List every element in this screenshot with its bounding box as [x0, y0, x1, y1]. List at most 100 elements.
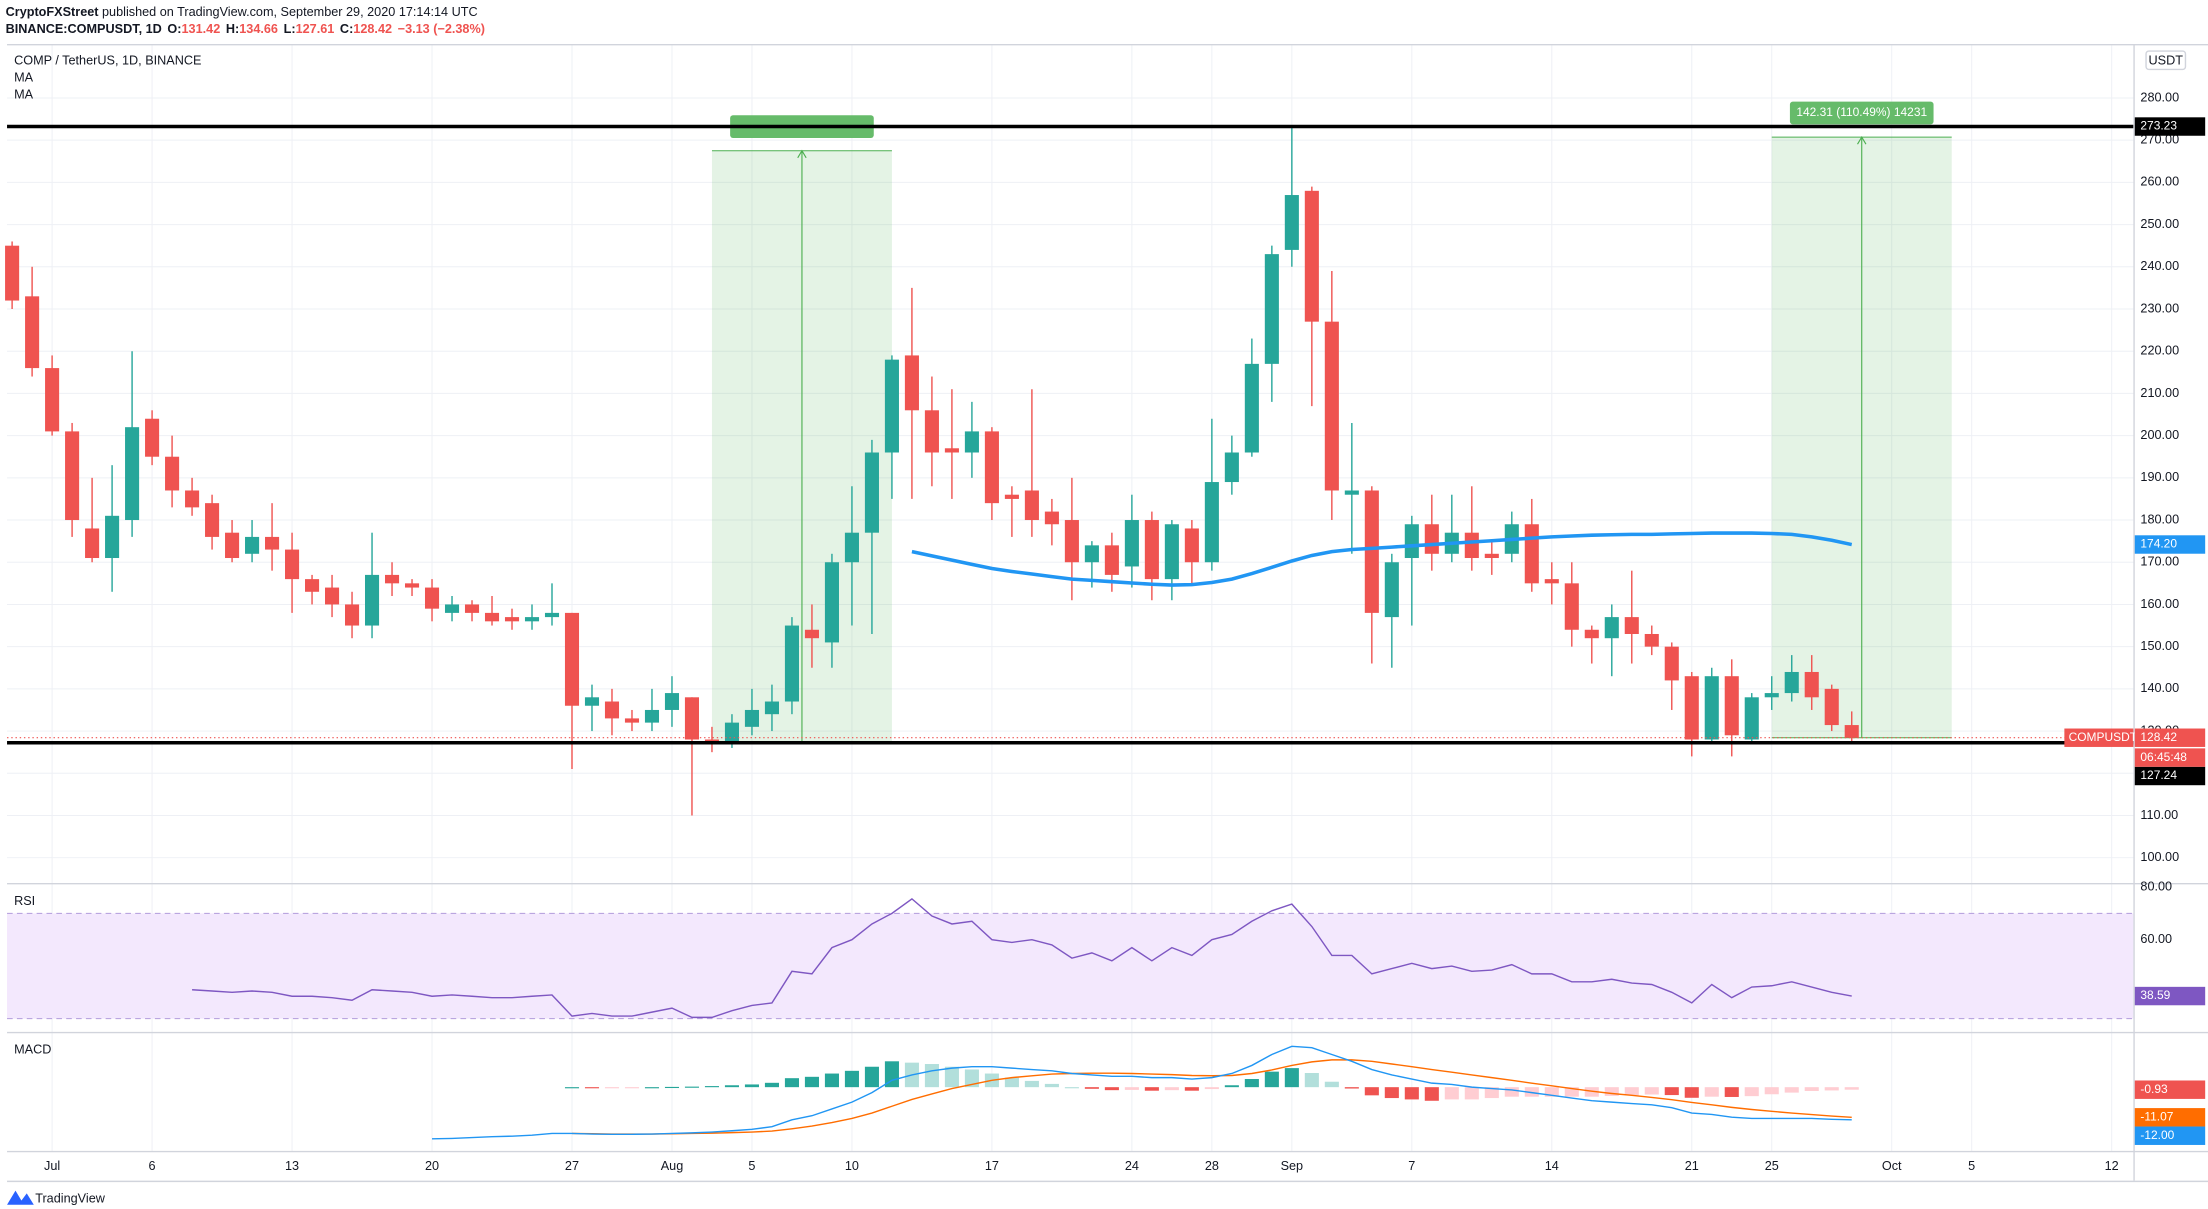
histogram-bar: [1744, 1087, 1759, 1097]
last-price-label-bg: [2134, 728, 2206, 747]
histogram-bar: [1624, 1087, 1639, 1096]
candle-body: [1084, 545, 1099, 563]
histogram-bar: [1444, 1087, 1459, 1100]
candle-body: [404, 583, 420, 588]
rsi-last-label-bg: [2134, 986, 2206, 1006]
candle-body: [1104, 545, 1119, 575]
hline-label-bg: [2134, 117, 2206, 136]
currency: USDT: [2149, 52, 2184, 67]
candle-body: [1744, 697, 1759, 740]
candle-body: [145, 418, 160, 457]
open-value: 131.42: [182, 21, 221, 36]
y-tick-label: 230.00: [2140, 300, 2179, 315]
countdown-label: 06:45:48: [2140, 750, 2187, 764]
candle-body: [984, 431, 999, 504]
candle-body: [424, 587, 440, 609]
x-tick-label: 6: [149, 1158, 156, 1173]
macd-last-label-bg: [2134, 1126, 2206, 1145]
macd-line: [571, 1059, 1852, 1135]
author: CryptoFXStreet: [6, 4, 100, 19]
brand-name: TradingView: [35, 1190, 105, 1205]
histogram-bar: [1424, 1087, 1439, 1101]
candle-body: [904, 355, 919, 411]
y-tick-label: 160.00: [2140, 596, 2179, 611]
histogram-bar: [1764, 1087, 1779, 1095]
plot-layer: 142.31 (110.49%) 14231: [5, 43, 2134, 1151]
candle-body: [1184, 528, 1199, 563]
x-tick-label: 20: [425, 1158, 439, 1173]
histogram-bar: [944, 1066, 959, 1088]
macd-last-label-bg: [2134, 1108, 2206, 1127]
y-tick-label: 190.00: [2140, 469, 2179, 484]
candle-body: [345, 604, 360, 626]
y-tick-label: 220.00: [2140, 343, 2179, 358]
last-price-label: 128.42: [2140, 730, 2177, 744]
histogram-bar: [1404, 1087, 1419, 1100]
brand: TradingView: [7, 1190, 106, 1205]
candle-body: [1264, 254, 1279, 364]
candle-body: [1784, 671, 1799, 694]
histogram-bar: [1344, 1087, 1359, 1089]
close-value: 128.42: [353, 21, 392, 36]
legend-indicator: MA: [14, 69, 34, 84]
macd-last-label-bg: [2134, 1080, 2206, 1099]
candle-body: [1144, 520, 1159, 580]
histogram-bar: [1004, 1077, 1019, 1088]
brand-logo: [7, 1190, 34, 1205]
ma-last-label: 174.20: [2140, 537, 2177, 551]
candle-body: [1004, 494, 1019, 499]
candle-body: [524, 617, 540, 622]
x-tick-label: 5: [1968, 1158, 1975, 1173]
histogram-bar: [1024, 1080, 1039, 1088]
candle-body: [1704, 676, 1719, 740]
candle-body: [265, 536, 280, 550]
candle-body: [824, 562, 839, 643]
y-tick-label: 250.00: [2140, 216, 2179, 231]
x-tick-label: Aug: [661, 1158, 684, 1173]
candle-body: [1384, 562, 1399, 618]
candle-body: [864, 452, 879, 533]
histogram-bar: [1844, 1087, 1859, 1090]
range-label: 142.31 (110.49%) 14231: [1796, 105, 1927, 119]
candle-body: [45, 368, 60, 432]
candle-body: [1664, 646, 1679, 681]
candle-body: [25, 296, 40, 369]
candle-body: [1564, 583, 1579, 630]
x-tick-label: 7: [1408, 1158, 1415, 1173]
range-arrowhead: [797, 149, 807, 159]
candle-body: [1044, 511, 1059, 525]
currency-box[interactable]: [2145, 50, 2187, 71]
candle-body: [1124, 520, 1139, 567]
x-tick-label: 21: [1685, 1158, 1699, 1173]
candle-body: [1204, 482, 1219, 563]
range-arrowhead: [1857, 135, 1867, 145]
candle-body: [584, 697, 600, 706]
y-tick-label: 170.00: [2140, 554, 2179, 569]
histogram-bar: [1324, 1081, 1339, 1088]
histogram-bar: [844, 1070, 859, 1088]
x-tick-label: 17: [985, 1158, 999, 1173]
y-tick-label: 180.00: [2140, 511, 2179, 526]
symbol-label-bg: [2064, 728, 2134, 747]
rsi-band: [7, 913, 2134, 1019]
histogram-bar: [784, 1078, 799, 1088]
candle-body: [624, 718, 640, 723]
histogram-bar: [1244, 1078, 1259, 1088]
histogram-bar: [924, 1064, 939, 1088]
candle-body: [1244, 363, 1259, 453]
histogram-bar: [1264, 1071, 1279, 1088]
candle-body: [305, 579, 320, 592]
candle-body: [1424, 524, 1439, 554]
histogram-bar: [1104, 1087, 1119, 1091]
y-tick-label: 100.00: [2140, 849, 2179, 864]
histogram-bar: [704, 1086, 720, 1088]
x-tick-label: 28: [1205, 1158, 1219, 1173]
y-tick-label: 260.00: [2140, 174, 2179, 189]
macd-title: MACD: [14, 1042, 51, 1057]
histogram-bar: [1364, 1087, 1379, 1096]
low-value: 127.61: [296, 21, 335, 36]
candle-body: [285, 549, 300, 580]
rsi-line: [192, 897, 1852, 1019]
y-tick-label: 80.00: [2140, 878, 2172, 893]
